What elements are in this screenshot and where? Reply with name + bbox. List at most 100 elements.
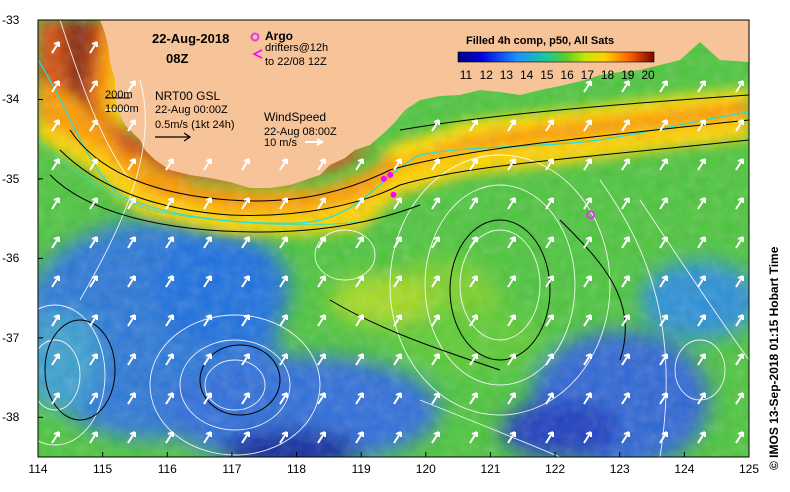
wind-arrow — [355, 353, 364, 366]
wind-contours — [38, 20, 749, 457]
wind-arrow — [89, 80, 98, 93]
y-tick-label: -35 — [2, 171, 20, 186]
wind-arrow — [431, 431, 440, 444]
x-tick-label: 122 — [545, 462, 566, 476]
wind-arrow — [279, 158, 288, 171]
wind-arrow — [697, 353, 706, 366]
wind-arrow — [697, 392, 706, 405]
wind-arrow — [697, 197, 706, 210]
wind-arrow — [203, 353, 212, 366]
wind-arrow — [51, 431, 60, 444]
wind-arrow — [621, 431, 630, 444]
wind-arrow — [735, 158, 744, 171]
wind-arrow — [51, 158, 60, 171]
wind-arrow — [621, 197, 630, 210]
wind-arrow — [583, 314, 592, 327]
wind-arrow — [735, 197, 744, 210]
wind-arrow — [89, 431, 98, 444]
wind-arrow — [735, 431, 744, 444]
wind-arrow — [393, 314, 402, 327]
wind-time: 22-Aug 08:00Z — [264, 126, 337, 138]
wind-arrow — [89, 353, 98, 366]
wind-arrow — [621, 236, 630, 249]
wind-arrow — [127, 353, 136, 366]
y-tick-label: -34 — [2, 92, 20, 107]
wind-arrow — [659, 197, 668, 210]
wind-arrow — [241, 314, 250, 327]
product-title: Filled 4h comp, p50, All Sats — [466, 35, 615, 47]
colorbar-tick-label: 11 — [459, 68, 473, 82]
sst-field — [38, 20, 749, 457]
wind-arrow — [583, 80, 592, 93]
wind-arrow — [431, 275, 440, 288]
wind-arrow — [241, 236, 250, 249]
wind-arrow — [469, 392, 478, 405]
drifter-marker — [380, 175, 387, 182]
wind-arrow — [735, 80, 744, 93]
wind-arrow — [697, 314, 706, 327]
map-date: 22-Aug-2018 — [152, 31, 230, 46]
wind-arrow — [659, 392, 668, 405]
drifters-sub: to 22/08 12Z — [265, 56, 327, 68]
wind-arrow — [51, 392, 60, 405]
wind-arrow — [735, 353, 744, 366]
wind-arrow — [431, 197, 440, 210]
wind-arrow — [165, 314, 174, 327]
y-tick-label: -38 — [2, 410, 20, 425]
wind-arrow — [735, 392, 744, 405]
wind-arrow — [735, 275, 744, 288]
wind-arrow — [89, 236, 98, 249]
colorbar-tick-label: 14 — [519, 68, 534, 82]
wind-arrow — [51, 80, 60, 93]
colorbar-tick-label: 12 — [479, 68, 493, 82]
wind-arrow — [317, 314, 326, 327]
colorbar-tick-label: 13 — [499, 68, 514, 82]
wind-arrow — [393, 236, 402, 249]
wind-arrow — [507, 119, 516, 132]
wind-arrow — [317, 158, 326, 171]
credit-text: © IMOS 13-Sep-2018 01:15 Hobart Time — [767, 246, 781, 470]
wind-arrow — [51, 314, 60, 327]
wind-arrow — [621, 314, 630, 327]
wind-arrow — [279, 275, 288, 288]
x-tick-label: 115 — [93, 462, 113, 476]
wind-arrow — [583, 236, 592, 249]
wind-arrow — [127, 236, 136, 249]
wind-arrow — [507, 353, 516, 366]
wind-arrow — [127, 431, 136, 444]
wind-arrow — [583, 197, 592, 210]
depth-1000-label: 1000m — [105, 103, 139, 115]
wind-arrow — [545, 158, 554, 171]
wind-arrow — [697, 275, 706, 288]
x-tick-label: 120 — [415, 462, 436, 476]
wind-arrow — [393, 353, 402, 366]
wind-arrow — [165, 236, 174, 249]
wind-arrow — [51, 41, 60, 54]
drifter-legend-icon — [252, 49, 263, 59]
wind-arrow — [659, 314, 668, 327]
y-tick-label: -37 — [2, 330, 20, 345]
x-tick-label: 117 — [222, 462, 242, 476]
wind-arrow — [507, 197, 516, 210]
colorbar-tick-label: 15 — [540, 68, 554, 82]
wind-arrow — [317, 236, 326, 249]
wind-arrow — [659, 275, 668, 288]
wind-arrow — [317, 431, 326, 444]
wind-arrow — [317, 275, 326, 288]
wind-arrow — [355, 236, 364, 249]
wind-arrow — [127, 80, 136, 93]
drifters-label: drifters@12h — [265, 42, 329, 54]
wind-arrow — [621, 275, 630, 288]
wind-arrow — [431, 236, 440, 249]
wind-arrow — [469, 119, 478, 132]
wind-arrow — [203, 275, 212, 288]
x-tick-label: 119 — [351, 462, 371, 476]
wind-arrow — [659, 119, 668, 132]
current-scale: 0.5m/s (1kt 24h) — [155, 119, 235, 131]
wind-arrow — [89, 392, 98, 405]
wind-arrow — [431, 158, 440, 171]
wind-arrow — [469, 197, 478, 210]
wind-arrow — [165, 431, 174, 444]
wind-arrow — [431, 314, 440, 327]
